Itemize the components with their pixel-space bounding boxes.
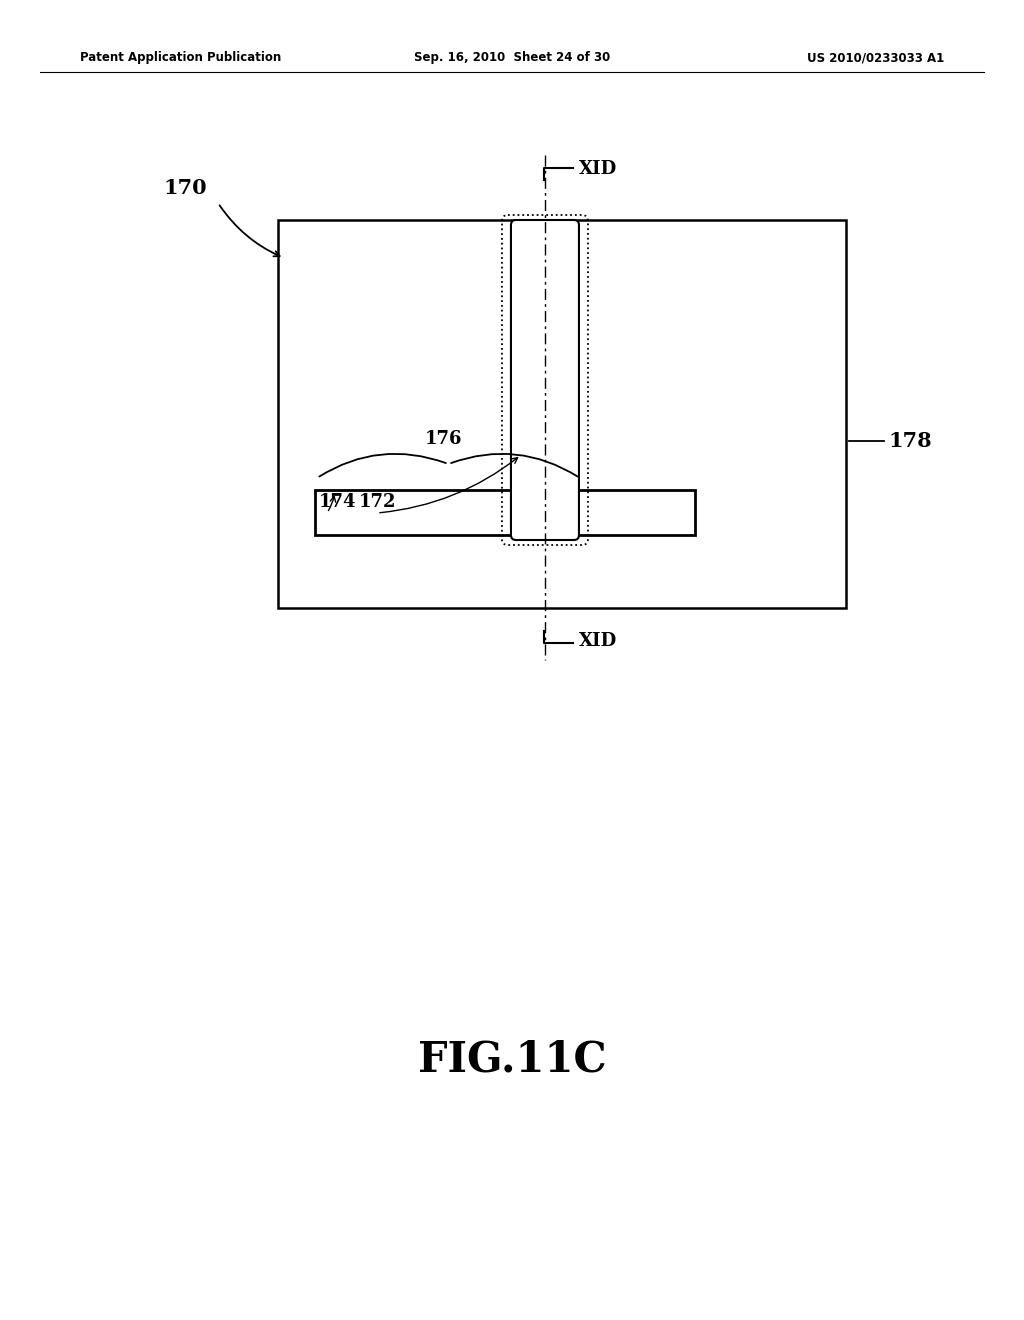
Text: FIG.11C: FIG.11C: [418, 1039, 606, 1081]
Text: 172: 172: [359, 492, 396, 511]
Text: Patent Application Publication: Patent Application Publication: [80, 51, 282, 65]
Bar: [278, 220, 846, 609]
Text: Sep. 16, 2010  Sheet 24 of 30: Sep. 16, 2010 Sheet 24 of 30: [414, 51, 610, 65]
Text: US 2010/0233033 A1: US 2010/0233033 A1: [807, 51, 944, 65]
FancyBboxPatch shape: [511, 220, 579, 540]
Text: 170: 170: [163, 178, 207, 198]
Text: 174: 174: [319, 492, 356, 511]
Text: XID: XID: [579, 632, 617, 649]
Text: 178: 178: [888, 432, 932, 451]
Bar: [315, 490, 695, 535]
Text: XID: XID: [579, 160, 617, 178]
Text: 176: 176: [425, 430, 462, 447]
